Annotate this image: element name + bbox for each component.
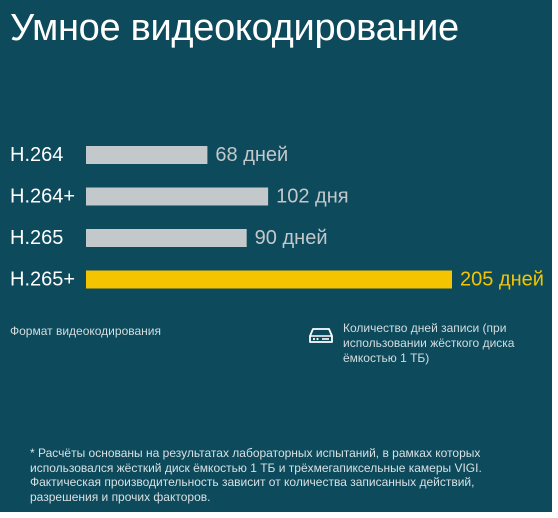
bar-chart: H.264 68 дней H.264+ 102 дня H.265 90 дней H.2… bbox=[10, 144, 544, 291]
y-axis-title: Формат видеокодирования bbox=[10, 324, 161, 338]
category-label: H.265 bbox=[10, 227, 63, 249]
bar-h-264 bbox=[86, 187, 269, 206]
bar-h-265 bbox=[86, 270, 452, 289]
page-title: Умное видеокодирование bbox=[10, 7, 459, 49]
value-label: 102 дня bbox=[276, 186, 348, 208]
bar-h-264 bbox=[86, 146, 208, 164]
category-label: H.264+ bbox=[10, 186, 75, 208]
legend-label: Количество дней записи (при использовани… bbox=[343, 321, 515, 365]
legend: Количество дней записи (при использовани… bbox=[309, 321, 543, 366]
category-label: H.265+ bbox=[10, 269, 75, 291]
value-label: 205 дней bbox=[460, 269, 544, 291]
hard-drive-icon bbox=[309, 328, 333, 343]
value-label: 90 дней bbox=[255, 227, 328, 249]
infographic-panel: Умное видеокодирование H.264 68 дней H.264… bbox=[0, 0, 552, 512]
value-label: 68 дней bbox=[215, 144, 288, 166]
footnote: * Расчёты основаны на результатах лабора… bbox=[30, 446, 482, 504]
bar-h-265 bbox=[86, 229, 247, 247]
category-label: H.264 bbox=[10, 144, 63, 166]
